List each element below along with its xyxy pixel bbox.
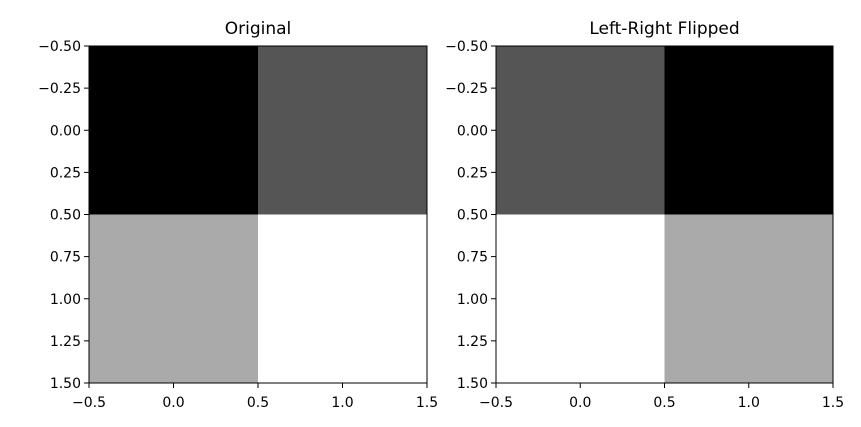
heatmap-cell-1-1 [664,214,833,383]
x-tick-label: 1.0 [331,395,353,411]
subplot-0: Original −0.5 0.0 0.5 1.0 1.5 −0.50 −0.25 0.00 0.… [38,19,438,411]
x-tick-label: 0.0 [162,395,184,411]
heatmap-cell-0-0 [89,46,258,215]
heatmap-cell-0-1 [258,46,427,215]
heatmap-cell-1-0 [89,214,258,383]
x-tick-label: 1.5 [416,395,438,411]
y-tick-label: 1.00 [457,292,488,308]
heatmap-cell-0-0 [496,46,665,215]
x-tick-label: −0.5 [72,395,106,411]
y-tick-label: 0.00 [50,123,81,139]
x-tick-label: −0.5 [479,395,513,411]
y-tick-label: 0.25 [50,165,81,181]
chart-title: Left-Right Flipped [589,19,739,39]
chart-title: Original [225,19,292,39]
y-tick-label: −0.25 [38,81,81,97]
x-tick-label: 0.5 [653,395,675,411]
heatmap-cell-1-1 [258,214,427,383]
y-tick-label: 1.25 [50,334,81,350]
y-tick-label: 0.50 [50,208,81,224]
y-tick-label: 0.75 [457,250,488,266]
x-tick-label: 0.5 [247,395,269,411]
y-tick-label: 0.00 [457,123,488,139]
x-tick-label: 0.0 [569,395,591,411]
y-tick-label: 1.00 [50,292,81,308]
y-tick-label: −0.25 [445,81,488,97]
y-tick-label: −0.50 [445,39,488,55]
x-tick-label: 1.0 [738,395,760,411]
y-tick-label: −0.50 [38,39,81,55]
y-tick-label: 0.50 [457,208,488,224]
subplot-1: Left-Right Flipped −0.5 0.0 0.5 1.0 1.5 −0.50 −… [445,19,844,411]
x-tick-label: 1.5 [822,395,844,411]
heatmap-cell-0-1 [664,46,833,215]
y-tick-label: 0.75 [50,250,81,266]
y-tick-label: 1.25 [457,334,488,350]
y-tick-label: 1.50 [457,376,488,392]
heatmap-cell-1-0 [496,214,665,383]
y-tick-label: 0.25 [457,165,488,181]
y-tick-label: 1.50 [50,376,81,392]
